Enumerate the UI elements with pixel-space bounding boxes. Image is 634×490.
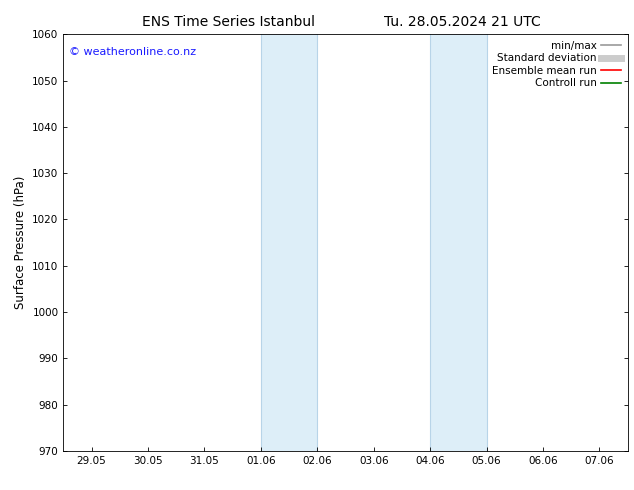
Legend: min/max, Standard deviation, Ensemble mean run, Controll run: min/max, Standard deviation, Ensemble me…: [488, 36, 626, 93]
Text: © weatheronline.co.nz: © weatheronline.co.nz: [69, 47, 196, 57]
Text: ENS Time Series Istanbul: ENS Time Series Istanbul: [142, 15, 314, 29]
Text: Tu. 28.05.2024 21 UTC: Tu. 28.05.2024 21 UTC: [384, 15, 541, 29]
Y-axis label: Surface Pressure (hPa): Surface Pressure (hPa): [14, 176, 27, 309]
Bar: [261, 34, 317, 451]
Bar: [430, 34, 487, 451]
